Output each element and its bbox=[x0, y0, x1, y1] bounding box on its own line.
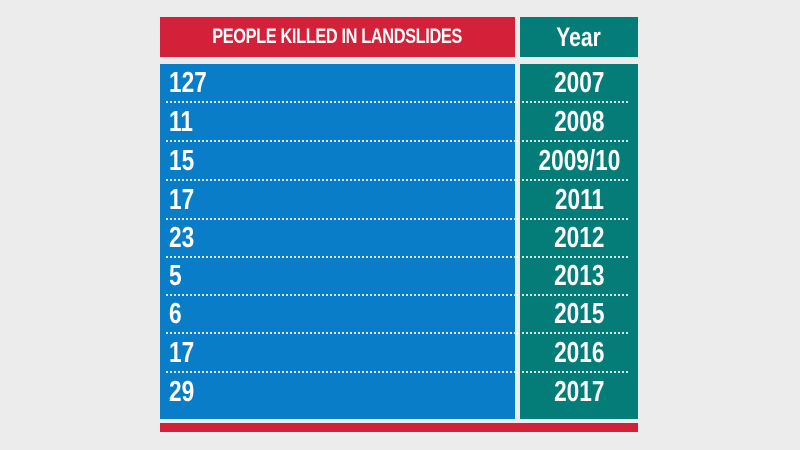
year-cell: 2011 bbox=[554, 183, 604, 216]
killed-cell: 127 bbox=[169, 66, 207, 99]
row-divider-gap bbox=[515, 294, 520, 296]
table-row: 15 2009/10 bbox=[160, 142, 638, 181]
killed-cell: 5 bbox=[169, 259, 182, 292]
killed-column-background bbox=[160, 64, 515, 419]
row-divider-gap bbox=[515, 101, 520, 103]
year-cell: 2012 bbox=[553, 221, 605, 254]
row-divider-gap bbox=[515, 140, 520, 142]
year-cell: 2007 bbox=[553, 66, 605, 99]
row-divider-gap bbox=[515, 179, 520, 181]
year-cell: 2016 bbox=[553, 336, 605, 369]
table-row: 17 2011 bbox=[160, 181, 638, 220]
year-cell: 2015 bbox=[553, 297, 605, 330]
year-cell: 2009/10 bbox=[538, 144, 620, 177]
header-people-killed: PEOPLE KILLED IN LANDSLIDES bbox=[160, 17, 515, 57]
year-column-background bbox=[520, 64, 638, 419]
table-row: 17 2016 bbox=[160, 334, 638, 373]
row-divider-gap bbox=[515, 256, 520, 258]
table-row: 6 2015 bbox=[160, 295, 638, 334]
killed-cell: 15 bbox=[169, 144, 195, 177]
table-row: 5 2013 bbox=[160, 257, 638, 296]
killed-cell: 23 bbox=[169, 221, 195, 254]
row-divider bbox=[165, 101, 628, 103]
table-row: 127 2007 bbox=[160, 64, 638, 103]
footer-red-bar bbox=[160, 423, 638, 432]
killed-cell: 17 bbox=[169, 336, 195, 369]
year-cell: 2017 bbox=[553, 375, 605, 408]
header-year: Year bbox=[520, 17, 638, 57]
table-row: 23 2012 bbox=[160, 219, 638, 258]
row-divider-gap bbox=[515, 333, 520, 335]
row-divider bbox=[165, 218, 628, 220]
row-divider-gap bbox=[515, 372, 520, 374]
killed-cell: 29 bbox=[169, 375, 195, 408]
year-cell: 2008 bbox=[553, 105, 605, 138]
header-people-killed-label: PEOPLE KILLED IN LANDSLIDES bbox=[212, 25, 463, 48]
row-divider bbox=[165, 256, 628, 258]
row-divider bbox=[165, 140, 628, 142]
row-divider-gap bbox=[515, 218, 520, 220]
row-divider bbox=[165, 332, 628, 334]
row-divider bbox=[165, 179, 628, 181]
header-year-label: Year bbox=[556, 21, 602, 52]
year-cell: 2013 bbox=[553, 259, 605, 292]
killed-cell: 6 bbox=[169, 297, 182, 330]
table-body: 127 2007 11 2008 15 2009/10 17 2011 23 2… bbox=[160, 64, 638, 419]
table-row: 29 2017 bbox=[160, 373, 638, 412]
row-divider bbox=[165, 294, 628, 296]
killed-cell: 17 bbox=[169, 183, 195, 216]
killed-cell: 11 bbox=[169, 105, 193, 138]
table-row: 11 2008 bbox=[160, 103, 638, 142]
row-divider bbox=[165, 371, 628, 373]
